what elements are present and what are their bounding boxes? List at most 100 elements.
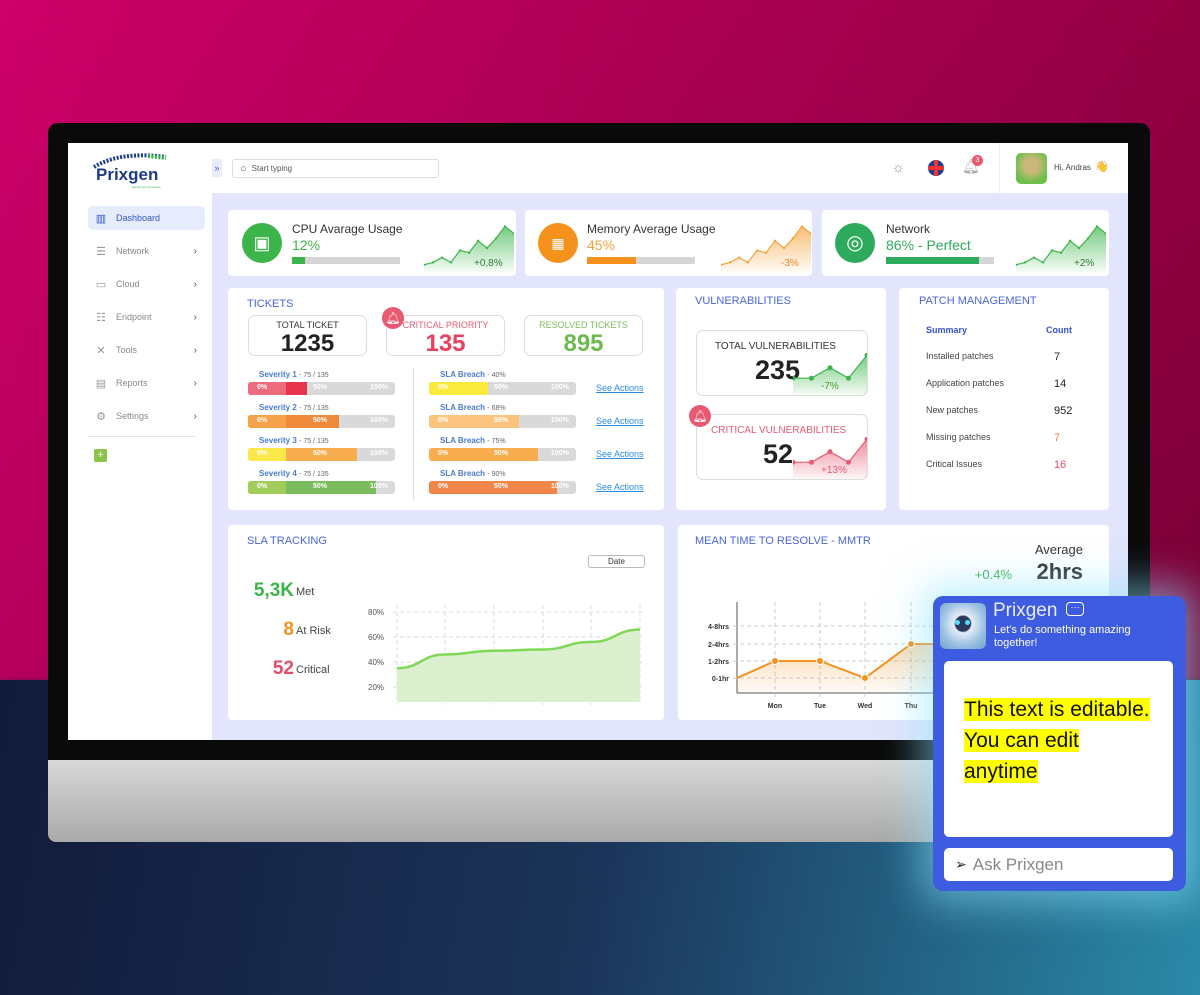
average-change: +0.4% <box>974 567 1012 582</box>
sidebar-item-settings[interactable]: ⚙ Settings › <box>88 404 205 428</box>
sidebar-item-label: Dashboard <box>116 213 161 223</box>
sidebar-item-endpoint[interactable]: ☷ Endpoint › <box>88 305 205 329</box>
sparkline-point <box>503 225 507 228</box>
metric-change: -3% <box>781 258 799 269</box>
server-icon: ☰ <box>96 245 106 258</box>
breach-label: SLA Breach - 68% <box>440 403 506 412</box>
average-value: 2hrs <box>1036 559 1083 584</box>
sidebar-toggle-button[interactable]: » <box>212 159 222 177</box>
logo: Prixgen Exploring Innovations <box>90 151 170 193</box>
sla-stat-label: Critical <box>296 664 330 676</box>
sidebar-item-label: Reports <box>116 378 148 388</box>
sparkline-point <box>1032 256 1036 259</box>
metric-value: 45% <box>587 237 616 253</box>
table-row: Critical Issues 16 <box>926 459 1067 471</box>
see-actions-link[interactable]: See Actions <box>596 383 644 393</box>
card-title: VULNERABILITIES <box>695 295 791 307</box>
see-actions-link[interactable]: See Actions <box>596 482 644 492</box>
y-tick-label: 0-1hr <box>712 676 729 683</box>
sparkline-point <box>1059 251 1063 254</box>
chat-bubble-icon: ··· <box>1066 602 1084 616</box>
sidebar-item-tools[interactable]: ✕ Tools › <box>88 338 205 362</box>
resolved-tickets-stat: RESOLVED TICKETS 895 <box>524 315 643 357</box>
sidebar-item-label: Network <box>116 246 150 256</box>
chatbot-tagline: Let's do something amazing together! <box>994 624 1131 649</box>
sparkline-point <box>846 375 851 381</box>
ask-input[interactable]: ➢ Ask Prixgen <box>944 848 1173 881</box>
stat-label: TOTAL TICKET <box>276 320 339 330</box>
tools-icon: ✕ <box>96 344 106 357</box>
sla-area-chart: 20%40%60%80%1/1/20242/2/20243/3/20244/4/… <box>368 605 644 705</box>
stat-change: +13% <box>821 465 847 476</box>
add-button[interactable]: + <box>94 449 107 462</box>
language-uk-flag-icon[interactable] <box>928 160 944 176</box>
sparkline-area <box>793 439 867 479</box>
chevron-right-icon: › <box>193 344 197 356</box>
card-title: SLA TRACKING <box>247 535 327 547</box>
card-title: PATCH MANAGEMENT <box>919 295 1037 307</box>
severity-progress-bar: 0% 50% 100% <box>248 481 395 494</box>
theme-toggle-sun-icon[interactable]: ☼ <box>892 159 905 175</box>
search-input[interactable]: ○ Start typing <box>232 159 439 178</box>
sla-stat-value: 52 <box>272 658 294 679</box>
chevron-right-icon: › <box>193 410 197 422</box>
sidebar-item-reports[interactable]: ▤ Reports › <box>88 371 205 395</box>
x-tick-label: Wed <box>858 703 873 710</box>
see-actions-link[interactable]: See Actions <box>596 449 644 459</box>
sparkline-point <box>1095 225 1099 228</box>
sla-area <box>397 629 640 702</box>
logo-arc-icon <box>92 153 167 169</box>
sla-stat-label: At Risk <box>296 625 331 637</box>
editable-message-text[interactable]: This text is editable. You can edit anyt… <box>964 698 1150 783</box>
sparkline-point <box>773 239 777 242</box>
logo-text: Prixgen <box>96 165 159 184</box>
sparkline-point <box>827 449 833 455</box>
sidebar-item-dashboard[interactable]: ▥ Dashboard <box>88 206 205 230</box>
y-tick-label: 60% <box>368 633 384 642</box>
total-ticket-stat: TOTAL TICKET 1235 <box>248 315 367 357</box>
critical-priority-stat: CRITICAL PRIORITY 135 <box>386 315 505 357</box>
breach-progress-bar: 0% 50% 100% <box>429 481 576 494</box>
severity-progress-bar: 0% 50% 100% <box>248 415 395 428</box>
sidebar-item-label: Tools <box>116 345 138 355</box>
sparkline-point <box>809 459 814 465</box>
mmtr-area <box>737 644 978 693</box>
layout-icon: ▥ <box>95 212 107 225</box>
sparkline-point <box>467 251 471 254</box>
sparkline-point <box>431 261 435 264</box>
sparkline-point <box>494 237 498 240</box>
sparkline-point <box>728 261 732 264</box>
notification-badge: 3 <box>972 155 983 166</box>
date-filter-button[interactable]: Date <box>588 555 645 568</box>
sidebar-item-cloud[interactable]: ▭ Cloud › <box>88 272 205 296</box>
sla-tracking-card: SLA TRACKING Date 5,3K Met 8 At Risk 52 Criti… <box>228 525 664 720</box>
greeting-text: Hi, Andras <box>1054 163 1091 172</box>
mmtr-point <box>861 674 869 682</box>
memory-icon: ▦ <box>538 223 578 263</box>
chatbot-panel: Prixgen ··· Let's do something amazing t… <box>933 596 1186 891</box>
metric-value: 12% <box>292 237 321 253</box>
breach-label: SLA Breach - 90% <box>440 469 506 478</box>
sparkline-chart <box>424 225 514 272</box>
sparkline-point <box>793 459 796 465</box>
sparkline-point <box>791 237 795 240</box>
avatar[interactable] <box>1016 153 1047 184</box>
stat-label: TOTAL VULNERABILITIES <box>715 341 836 352</box>
wave-icon: 👋 <box>1095 161 1109 173</box>
breach-progress-bar: 0% 50% 100% <box>429 415 576 428</box>
chevron-right-icon: › <box>193 377 197 389</box>
severity-label: Severity 1 - 75 / 135 <box>259 370 329 379</box>
sparkline-point <box>755 249 759 252</box>
cpu-usage-card: ▣ CPU Avarage Usage 12% +0,8% <box>228 210 516 276</box>
sparkline-point <box>800 225 804 228</box>
sidebar-item-network[interactable]: ☰ Network › <box>88 239 205 263</box>
x-tick-label: Thu <box>905 703 918 710</box>
robot-avatar-icon <box>940 603 986 649</box>
sparkline-point <box>485 246 489 250</box>
sidebar-item-label: Cloud <box>116 279 140 289</box>
see-actions-link[interactable]: See Actions <box>596 416 644 426</box>
stat-value: 1235 <box>280 330 335 357</box>
chat-message-area[interactable]: This text is editable. You can edit anyt… <box>944 661 1173 837</box>
divider <box>999 143 1000 193</box>
sparkline-point <box>864 353 867 358</box>
